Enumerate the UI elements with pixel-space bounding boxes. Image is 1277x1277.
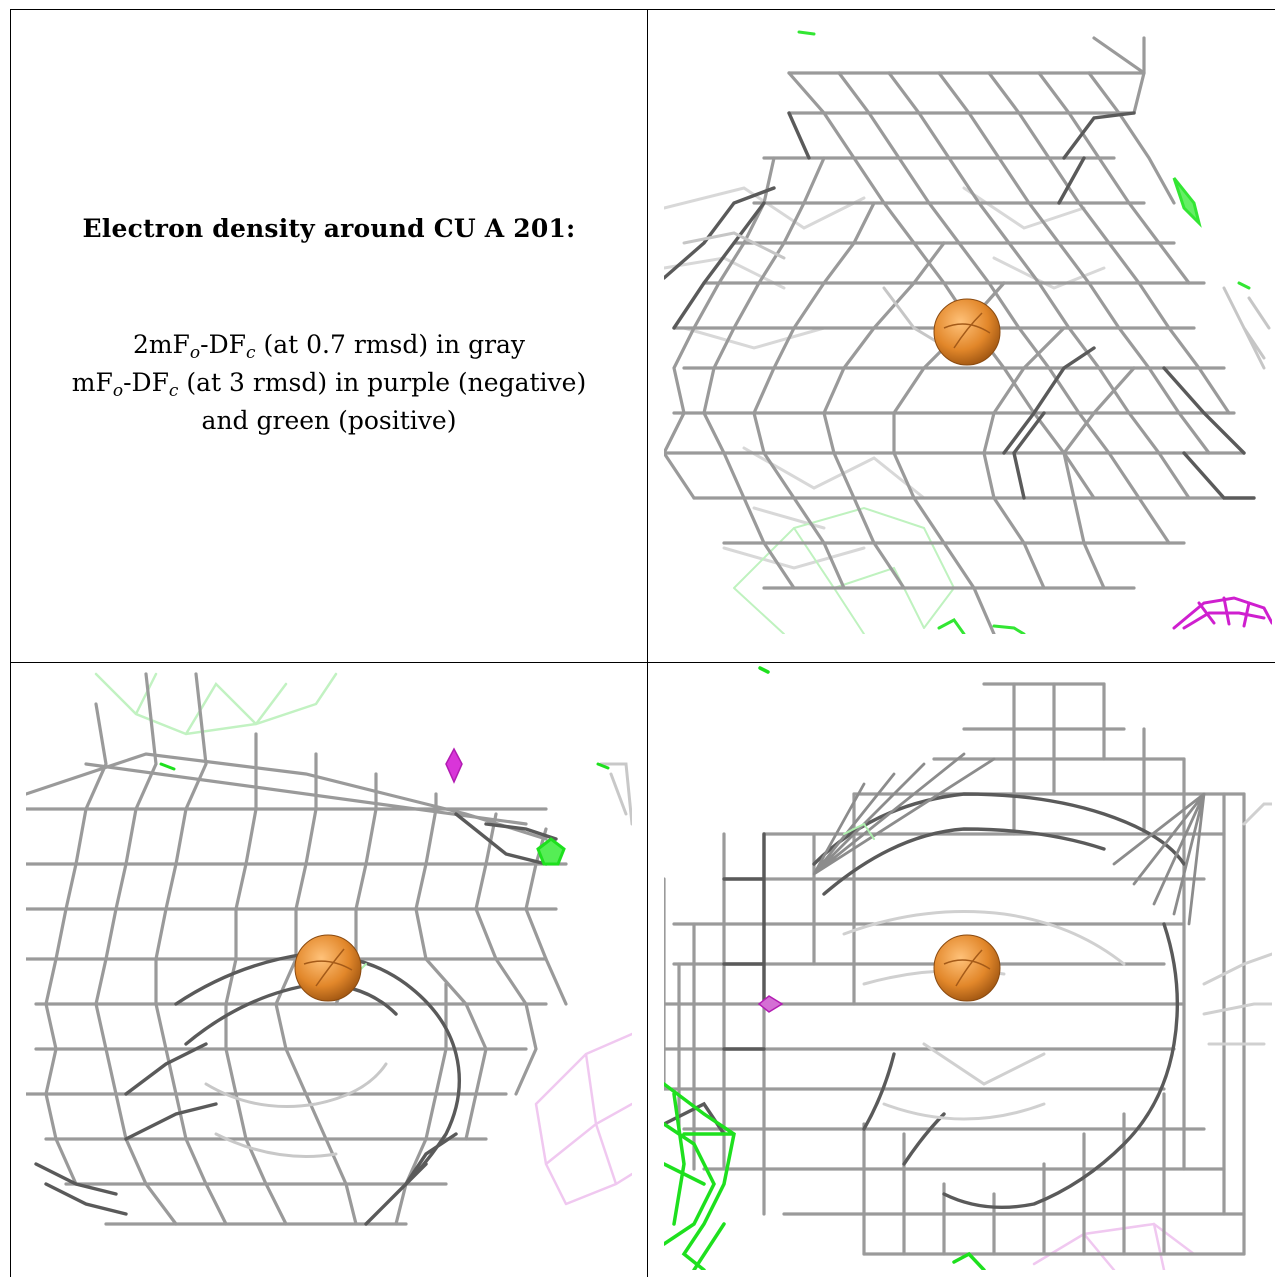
density-panel-bottom-left: [26, 664, 632, 1270]
table-border-top: [10, 9, 1275, 10]
density-panel-top-right: [664, 28, 1272, 634]
copper-atom-sphere: [933, 298, 1001, 366]
table-border-left: [10, 9, 11, 1277]
copper-atom-sphere: [294, 934, 362, 1002]
density-mesh-view-3: [664, 666, 1272, 1270]
caption-cell: Electron density around CU A 201: 2mFo-D…: [11, 10, 647, 660]
table-divider-horizontal: [10, 662, 1275, 663]
legend-line-green: and green (positive): [201, 406, 457, 435]
density-mesh-view-2: [26, 672, 632, 1226]
caption-title: Electron density around CU A 201:: [82, 214, 576, 243]
density-mesh-view-1: [664, 30, 1272, 634]
legend-line-2mfo-dfc: 2mFo-DFc (at 0.7 rmsd) in gray: [132, 330, 526, 363]
table-divider-vertical: [647, 9, 648, 1277]
density-panel-bottom-right: [664, 664, 1272, 1270]
legend-line-mfo-dfc: mFo-DFc (at 3 rmsd) in purple (negative): [71, 368, 587, 401]
caption-legend: 2mFo-DFc (at 0.7 rmsd) in gray mFo-DFc (…: [11, 326, 647, 440]
